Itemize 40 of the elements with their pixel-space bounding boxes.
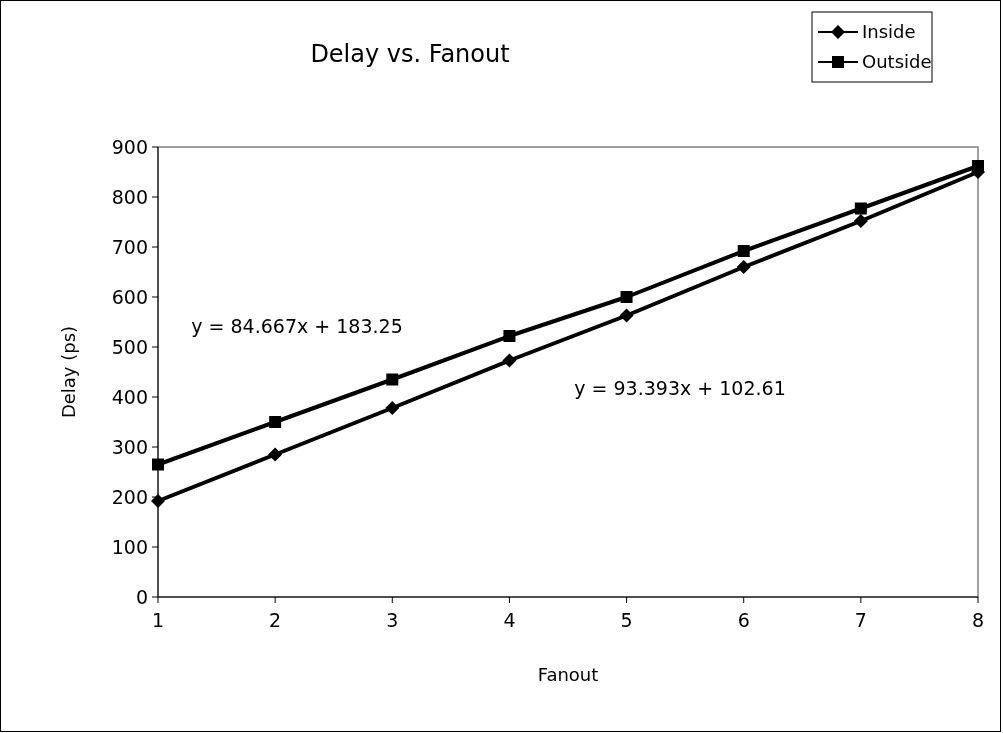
legend-label: Outside <box>862 51 932 73</box>
y-tick-label: 200 <box>111 485 148 508</box>
y-tick-label: 800 <box>111 185 148 208</box>
y-tick-label: 400 <box>111 385 148 408</box>
y-tick-label: 600 <box>111 285 148 308</box>
x-tick-label: 7 <box>854 609 867 631</box>
x-axis-title: Fanout <box>537 664 599 685</box>
y-tick-label: 700 <box>111 235 148 258</box>
y-tick-label: 500 <box>111 335 148 358</box>
point <box>620 291 633 303</box>
point <box>619 308 634 323</box>
y-tick-label: 100 <box>111 535 148 558</box>
legend-label: Inside <box>862 21 916 43</box>
x-tick-label: 2 <box>269 609 282 631</box>
point <box>151 494 165 508</box>
point <box>972 160 984 172</box>
x-tick-label: 8 <box>971 609 985 631</box>
point <box>268 447 283 462</box>
point <box>853 214 868 228</box>
point <box>269 416 282 428</box>
point <box>854 202 867 215</box>
point <box>736 260 751 274</box>
x-tick-label: 1 <box>151 609 165 631</box>
point <box>152 458 164 471</box>
x-tick-label: 6 <box>737 609 750 631</box>
point <box>386 373 399 386</box>
y-axis-title: Delay (ps) <box>58 325 79 419</box>
point <box>503 330 516 342</box>
point <box>737 245 750 257</box>
annotation: y = 84.667x + 183.25 <box>191 315 403 337</box>
point <box>385 401 400 415</box>
x-tick-label: 5 <box>620 609 633 631</box>
x-tick-label: 3 <box>386 609 399 631</box>
chart-title: Delay vs. Fanout <box>310 40 510 68</box>
y-tick-label: 0 <box>135 585 148 608</box>
x-tick-label: 4 <box>503 609 516 631</box>
point <box>502 353 517 368</box>
y-tick-label: 900 <box>111 135 148 158</box>
annotation: y = 93.393x + 102.61 <box>574 377 786 399</box>
y-tick-label: 300 <box>111 435 148 458</box>
